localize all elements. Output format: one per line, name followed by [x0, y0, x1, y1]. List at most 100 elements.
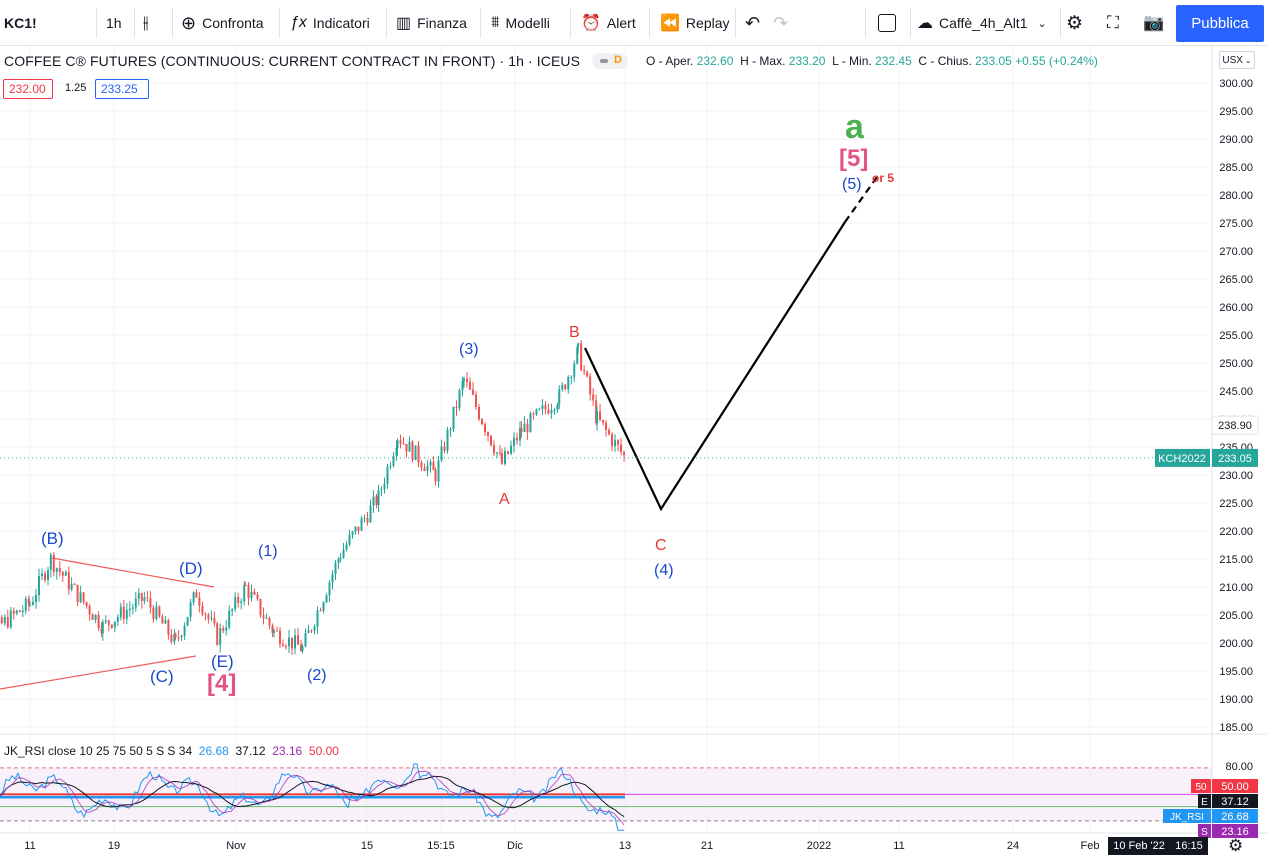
- layout-toggle-button[interactable]: [878, 6, 896, 40]
- rsi-tag-e-label-box: [1198, 794, 1211, 808]
- close-label: C - Chius.: [918, 54, 972, 68]
- candle-body: [276, 630, 278, 632]
- time-tick-label: 21: [701, 840, 713, 852]
- candle-body: [143, 597, 146, 602]
- interval-button[interactable]: 1h: [106, 6, 122, 40]
- wave-label-4[interactable]: (4): [654, 562, 674, 579]
- rsi-tag-s-label: S: [1201, 827, 1208, 838]
- rsi-tag-e-label: E: [1201, 797, 1208, 808]
- candle-body: [577, 343, 580, 348]
- candle-body: [88, 606, 91, 615]
- templates-button[interactable]: ⩩ Modelli: [491, 6, 550, 40]
- buy-price-button[interactable]: 233.25: [95, 79, 149, 99]
- compare-label: Confronta: [202, 15, 264, 31]
- replay-button[interactable]: ⏪ Replay: [660, 6, 730, 40]
- axis-settings-gear-icon[interactable]: ⚙: [1228, 836, 1244, 855]
- candle-body: [614, 440, 617, 447]
- wave-label-or5[interactable]: or 5: [872, 171, 895, 185]
- data-status-badge[interactable]: D: [592, 53, 628, 69]
- symbol-legend-title[interactable]: COFFEE C® FUTURES (CONTINUOUS: CURRENT C…: [4, 53, 581, 69]
- candle-body: [328, 582, 331, 596]
- candle-body: [279, 630, 281, 645]
- candle-body: [550, 410, 553, 414]
- price-tick-label: 200.00: [1219, 638, 1253, 650]
- rsi-tag-50-value: 50.00: [1221, 781, 1249, 793]
- rsi-tag-50-label-box: [1191, 779, 1211, 793]
- candle-body: [423, 467, 426, 471]
- wave-label-5[interactable]: (5): [842, 176, 862, 193]
- wave-label-2[interactable]: (2): [307, 667, 327, 684]
- wave-label-E-paren[interactable]: (E): [211, 652, 234, 671]
- publish-button[interactable]: Pubblica: [1176, 5, 1264, 42]
- price-tick-label: 300.00: [1219, 78, 1253, 90]
- candle-body: [342, 549, 345, 558]
- wave-label-D-paren[interactable]: (D): [179, 559, 203, 578]
- candle-body: [219, 628, 222, 645]
- rsi-tag-rsi-label: JK_RSI: [1170, 812, 1204, 823]
- candle-body: [207, 614, 210, 619]
- settings-button[interactable]: ⚙: [1066, 6, 1083, 40]
- alert-button[interactable]: ⏰ Alert: [581, 6, 636, 40]
- wave-label-a-green[interactable]: a: [845, 108, 864, 146]
- candle-body: [532, 413, 535, 415]
- chart-canvas[interactable]: 300.00 295.00 290.00 285.00 280.00 275.00 270.…: [0, 46, 1267, 865]
- wave-label-4-bracket[interactable]: [4]: [207, 670, 237, 697]
- screenshot-button[interactable]: 📷: [1143, 6, 1164, 40]
- templates-label: Modelli: [505, 15, 550, 31]
- candle-body: [469, 381, 471, 390]
- chart-type-button[interactable]: ⫲: [143, 6, 155, 40]
- candle-body: [529, 413, 532, 433]
- layout-name-button[interactable]: ☁ Caffè_4h_Alt1 ⌄: [917, 6, 1047, 40]
- candle-body: [316, 610, 319, 627]
- wave-label-C-paren[interactable]: (C): [150, 667, 174, 686]
- wave-label-3[interactable]: (3): [459, 341, 479, 358]
- wave-label-A[interactable]: A: [499, 491, 510, 508]
- candle-body: [94, 614, 97, 620]
- rsi-legend[interactable]: JK_RSI close 10 25 75 50 5 S S 34 26.68 …: [4, 744, 339, 758]
- sell-price-button[interactable]: 232.00: [3, 79, 53, 99]
- wave-label-B-paren[interactable]: (B): [41, 529, 64, 548]
- price-tick-label: 245.00: [1219, 386, 1253, 398]
- wave-label-B[interactable]: B: [569, 324, 580, 341]
- fullscreen-icon: ⛶: [1107, 13, 1119, 32]
- undo-icon: ↶: [745, 12, 761, 33]
- candle-body: [273, 630, 275, 633]
- candle-body: [3, 617, 6, 624]
- candle-body: [55, 568, 58, 572]
- price-tick-label: 215.00: [1219, 554, 1253, 566]
- candle-body: [345, 544, 348, 550]
- candle-body: [49, 554, 52, 571]
- candle-body: [6, 617, 9, 628]
- currency-select[interactable]: USX ⌄: [1219, 51, 1255, 69]
- compare-button[interactable]: ⊕ Confronta: [181, 6, 264, 40]
- candle-body: [125, 610, 128, 619]
- candle-body: [58, 568, 61, 572]
- candle-body: [420, 462, 423, 468]
- fullscreen-button[interactable]: ⛶: [1107, 6, 1119, 40]
- triangle-upper-line: [51, 557, 215, 588]
- symbol-search-button[interactable]: KC1!: [4, 6, 37, 40]
- wave-label-5-bracket[interactable]: [5]: [839, 145, 869, 172]
- candle-body: [304, 633, 307, 647]
- candle-body: [496, 452, 498, 454]
- wave-label-C[interactable]: C: [655, 537, 667, 554]
- candle-body: [339, 557, 342, 560]
- chevron-down-icon: ⌄: [1037, 17, 1047, 30]
- time-tick-label: 15:15: [427, 840, 455, 852]
- indicators-button[interactable]: ƒx Indicatori: [290, 6, 370, 40]
- undo-button[interactable]: ↶: [745, 6, 760, 40]
- wave-label-1[interactable]: (1): [258, 543, 278, 560]
- candle-body: [225, 627, 228, 631]
- candle-body: [158, 606, 161, 617]
- redo-button[interactable]: ↷: [773, 6, 788, 40]
- time-axis[interactable]: 11 19 Nov 15 15:15 Dic 13 21 2022 11 24 Feb: [24, 840, 1099, 852]
- candle-body: [440, 446, 443, 461]
- rsi-value-1: 26.68: [198, 744, 229, 758]
- candle-body: [405, 443, 408, 452]
- time-tick-label: Dic: [507, 840, 523, 852]
- finance-button[interactable]: ▥ Finanza: [396, 6, 467, 40]
- candle-body: [140, 593, 143, 602]
- rsi-tag-50-value-box: [1212, 779, 1258, 793]
- price-axis[interactable]: 300.00 295.00 290.00 285.00 280.00 275.00 270.…: [1155, 46, 1259, 838]
- redo-icon: ↷: [773, 12, 789, 33]
